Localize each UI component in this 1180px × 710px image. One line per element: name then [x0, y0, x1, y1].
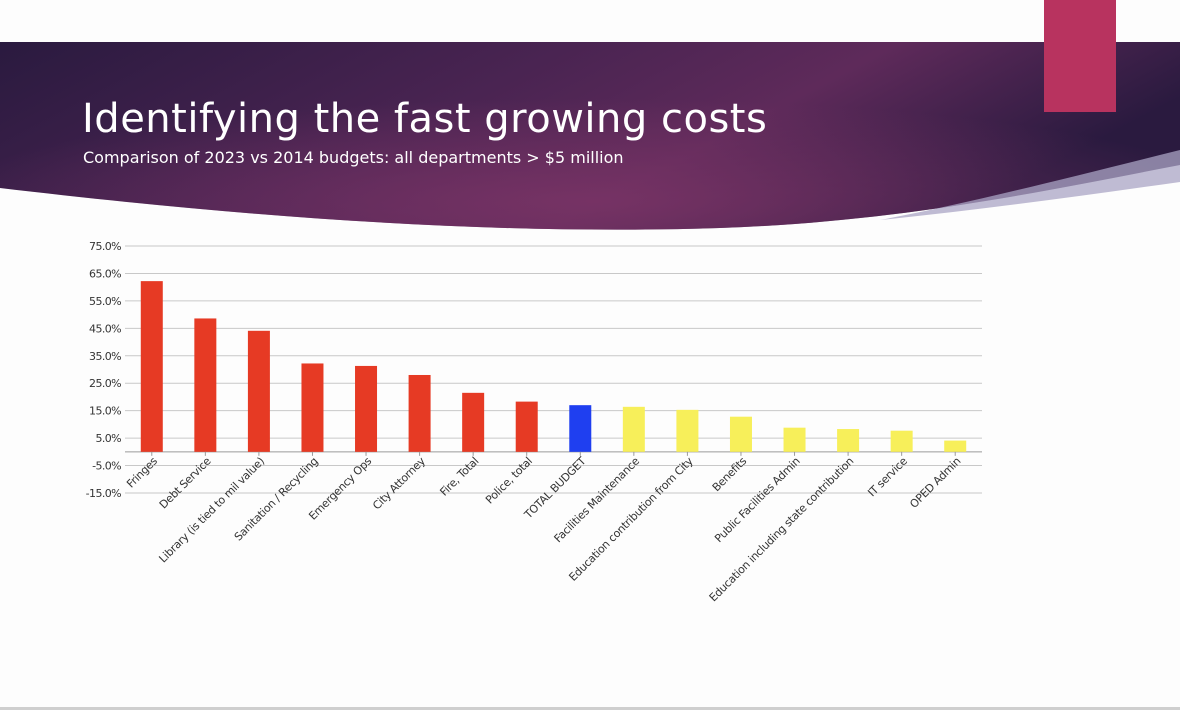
y-tick-label: 15.0%	[89, 405, 121, 418]
y-tick-label: -15.0%	[86, 487, 121, 500]
y-tick-label: -5.0%	[92, 460, 121, 473]
x-tick-label: Police, total	[483, 455, 535, 507]
title-banner	[0, 42, 1180, 230]
bar	[247, 330, 270, 452]
bar	[890, 430, 913, 452]
bar	[837, 429, 860, 452]
bar	[408, 374, 431, 452]
y-tick-label: 5.0%	[95, 432, 121, 445]
bar	[515, 401, 538, 452]
bar	[462, 392, 485, 452]
y-tick-label: 55.0%	[89, 295, 121, 308]
bar	[944, 440, 967, 452]
bar	[355, 365, 378, 452]
bar	[301, 363, 324, 452]
x-tick-label: Fire, Total	[437, 455, 481, 499]
x-tick-label: Debt Service	[157, 454, 214, 511]
y-tick-label: 25.0%	[89, 377, 121, 390]
bar	[140, 281, 163, 452]
x-tick-label: IT service	[865, 454, 910, 499]
bar	[569, 405, 592, 452]
y-tick-label: 65.0%	[89, 267, 121, 280]
slide-subtitle: Comparison of 2023 vs 2014 budgets: all …	[83, 148, 624, 167]
y-tick-label: 45.0%	[89, 322, 121, 335]
slide-title: Identifying the fast growing costs	[82, 96, 768, 142]
x-tick-label: Library (is tied to mil value)	[156, 455, 267, 566]
x-tick-label: Fringes	[124, 454, 160, 490]
accent-tab	[1044, 0, 1116, 112]
x-tick-label: Benefits	[710, 454, 750, 494]
bar	[622, 406, 645, 452]
x-tick-label: OPED Admin	[907, 455, 963, 511]
slide-bottom-border	[0, 707, 1180, 710]
y-tick-label: 75.0%	[89, 240, 121, 253]
bar	[194, 318, 217, 452]
y-tick-label: 35.0%	[89, 350, 121, 363]
x-tick-label: City Attorney	[370, 454, 428, 512]
bar	[729, 416, 752, 452]
bar	[783, 427, 806, 452]
bar	[676, 409, 699, 452]
